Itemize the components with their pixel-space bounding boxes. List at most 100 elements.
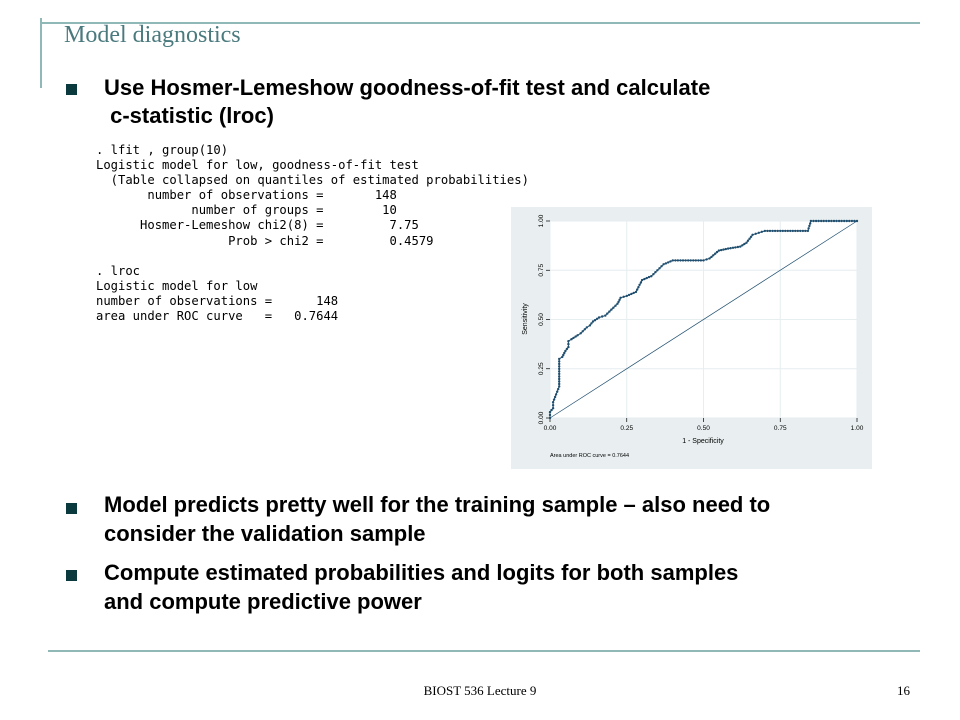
roc-point — [583, 328, 586, 331]
axis-ticks: 0.00 0.25 0.50 0.75 1.00 0.00 0.25 0.50 0.75 1.00 — [538, 214, 864, 432]
bullet-2-line-1: Model predicts pretty well for the train… — [104, 492, 771, 517]
roc-point — [763, 229, 767, 233]
roc-point — [606, 312, 609, 315]
roc-point — [843, 219, 846, 223]
roc-point — [639, 281, 643, 284]
roc-point — [801, 229, 805, 233]
stata-line: number of groups = 10 — [96, 203, 397, 218]
roc-point — [699, 259, 703, 262]
roc-point — [548, 416, 552, 420]
roc-point — [660, 265, 663, 268]
roc-point — [751, 233, 754, 236]
roc-point — [558, 367, 561, 371]
roc-point — [760, 230, 763, 233]
stata-line: Logistic model for low, goodness-of-fit … — [96, 158, 419, 173]
roc-point — [784, 229, 787, 233]
roc-point — [776, 229, 779, 233]
footer-lecture: BIOST 536 Lecture 9 — [423, 683, 537, 698]
roc-point — [809, 219, 813, 223]
roc-point — [618, 298, 621, 301]
roc-point — [608, 310, 611, 313]
roc-point — [684, 259, 687, 262]
roc-point — [616, 302, 619, 305]
roc-point — [579, 332, 582, 335]
roc-point — [806, 229, 810, 233]
roc-point — [739, 245, 742, 248]
roc-point — [676, 259, 680, 262]
roc-point — [689, 259, 692, 262]
roc-point — [807, 227, 810, 230]
roc-point — [645, 276, 648, 280]
roc-point — [722, 248, 725, 251]
x-axis-label: 1 - Specificity — [682, 438, 724, 445]
stata-output: . lfit , group(10) Logistic model for lo… — [96, 143, 529, 324]
roc-point — [558, 385, 561, 388]
roc-point — [741, 244, 744, 247]
roc-point — [729, 247, 732, 250]
roc-point — [681, 259, 685, 262]
roc-point — [561, 355, 564, 359]
roc-point — [724, 247, 727, 251]
roc-point — [604, 314, 607, 317]
y-tick-label: 0.50 — [538, 313, 545, 326]
roc-point — [551, 407, 555, 410]
roc-point — [743, 242, 746, 246]
roc-point — [840, 219, 843, 223]
roc-point — [791, 229, 794, 233]
stata-line: Hosmer-Lemeshow chi2(8) = 7.75 — [96, 218, 419, 233]
roc-point — [714, 252, 717, 255]
roc-point — [667, 261, 670, 264]
roc-point — [757, 231, 760, 234]
roc-point — [640, 278, 644, 282]
x-tick-label: 0.00 — [544, 425, 557, 432]
footer-page-number: 16 — [897, 683, 910, 698]
roc-point — [558, 382, 561, 386]
roc-point — [593, 319, 597, 322]
roc-point — [551, 404, 555, 407]
roc-point — [558, 370, 561, 373]
roc-point — [830, 219, 833, 223]
roc-point — [745, 241, 748, 244]
roc-point — [597, 316, 601, 319]
roc-point — [558, 377, 561, 381]
roc-point — [715, 250, 719, 254]
roc-point — [736, 245, 740, 249]
stata-line: . lfit , group(10) — [96, 143, 229, 157]
frame-top-rule — [40, 22, 920, 24]
roc-point — [827, 219, 831, 223]
roc-point — [548, 413, 552, 417]
roc-point — [595, 317, 599, 320]
roc-point — [812, 219, 815, 223]
roc-point — [654, 271, 657, 274]
stata-line: area under ROC curve = 0.7644 — [96, 309, 339, 324]
roc-point — [781, 229, 784, 233]
roc-point — [650, 275, 653, 278]
roc-point — [679, 259, 682, 262]
roc-point — [766, 229, 769, 233]
bullet-2-line-2: consider the validation sample — [104, 521, 426, 546]
roc-point — [855, 219, 859, 223]
roc-point — [552, 398, 556, 401]
roc-point — [825, 219, 828, 223]
bullet-1-line-2: c-statistic (lroc) — [104, 103, 274, 128]
roc-point — [567, 345, 570, 349]
roc-point — [622, 295, 625, 298]
roc-point — [837, 219, 841, 223]
roc-point — [558, 380, 561, 383]
roc-point — [832, 219, 836, 223]
stata-line: Logistic model for low — [96, 278, 258, 293]
roc-point — [632, 291, 635, 295]
roc-point — [556, 390, 559, 393]
roc-point — [717, 249, 721, 252]
roc-point — [557, 387, 560, 391]
roc-point — [853, 219, 856, 223]
roc-point — [697, 259, 700, 262]
roc-point — [822, 219, 825, 223]
y-tick-label: 1.00 — [538, 214, 545, 227]
roc-point — [773, 229, 777, 233]
stata-line: (Table collapsed on quantiles of estimat… — [96, 173, 529, 188]
roc-point — [794, 229, 797, 233]
auc-note: Area under ROC curve = 0.7644 — [550, 453, 629, 459]
roc-point — [565, 347, 569, 351]
roc-point — [692, 259, 695, 262]
